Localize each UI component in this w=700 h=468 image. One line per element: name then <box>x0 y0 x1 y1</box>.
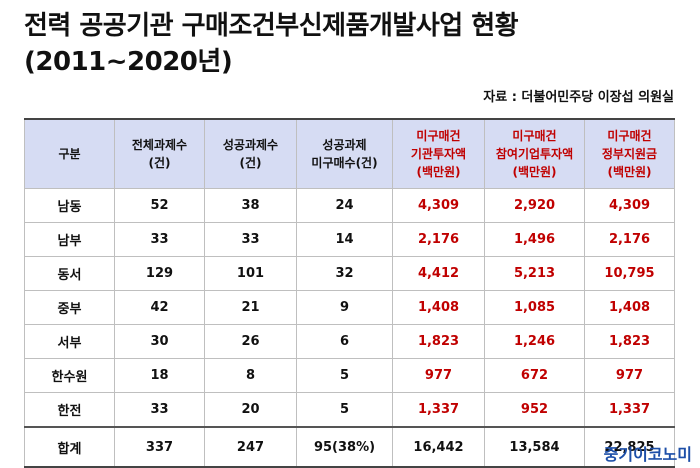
table-header-row: 구분 전체과제수 (건) 성공과제수 (건) 성공과제 미구매수(건) 미구매건 기관투… <box>24 118 675 189</box>
header-government-support: 미구매건 정부지원금 (백만원) <box>584 118 675 189</box>
table-cell: 38 <box>204 188 297 223</box>
table-cell: 1,408 <box>392 290 485 325</box>
table-cell: 247 <box>204 426 297 468</box>
table-cell: 2,920 <box>484 188 585 223</box>
table-cell: 101 <box>204 256 297 291</box>
table-cell: 129 <box>114 256 205 291</box>
watermark-logo: 중기이코노미 <box>603 445 692 464</box>
table-cell: 5,213 <box>484 256 585 291</box>
table-cell: 52 <box>114 188 205 223</box>
header-category: 구분 <box>24 118 115 189</box>
table-cell: 42 <box>114 290 205 325</box>
table-total-row: 합계 337 247 95(38%) 16,442 13,584 22,825 <box>24 426 675 468</box>
table-cell: 5 <box>296 358 393 393</box>
header-unpurchased-count: 성공과제 미구매수(건) <box>296 118 393 189</box>
table-cell: 1,246 <box>484 324 585 359</box>
table-cell: 977 <box>584 358 675 393</box>
table-cell: 9 <box>296 290 393 325</box>
table-cell: 1,408 <box>584 290 675 325</box>
table-cell: 672 <box>484 358 585 393</box>
table-cell: 1,496 <box>484 222 585 257</box>
table-cell: 20 <box>204 392 297 428</box>
row-label-cell: 서부 <box>24 324 115 359</box>
table-cell: 30 <box>114 324 205 359</box>
header-total-projects: 전체과제수 (건) <box>114 118 205 189</box>
table-cell: 1,823 <box>392 324 485 359</box>
table-cell: 33 <box>114 222 205 257</box>
table-body: 남동 52 38 24 4,309 2,920 4,309 남부 33 33 14 2,176 1,49… <box>24 188 675 468</box>
table-cell: 1,337 <box>584 392 675 428</box>
table-row: 서부 30 26 6 1,823 1,246 1,823 <box>24 324 675 359</box>
row-label-cell: 동서 <box>24 256 115 291</box>
table-row: 남부 33 33 14 2,176 1,496 2,176 <box>24 222 675 257</box>
table-cell: 2,176 <box>584 222 675 257</box>
table-cell: 1,823 <box>584 324 675 359</box>
table-cell: 4,309 <box>584 188 675 223</box>
table-cell: 2,176 <box>392 222 485 257</box>
table-cell: 5 <box>296 392 393 428</box>
row-label-cell: 한수원 <box>24 358 115 393</box>
table-cell: 33 <box>114 392 205 428</box>
table-cell: 10,795 <box>584 256 675 291</box>
table-row: 한전 33 20 5 1,337 952 1,337 <box>24 392 675 428</box>
table-cell: 26 <box>204 324 297 359</box>
table-cell: 1,337 <box>392 392 485 428</box>
table-cell: 952 <box>484 392 585 428</box>
table-cell: 977 <box>392 358 485 393</box>
table-cell: 4,412 <box>392 256 485 291</box>
table-cell: 337 <box>114 426 205 468</box>
header-company-investment: 미구매건 참여기업투자액 (백만원) <box>484 118 585 189</box>
table-cell: 13,584 <box>484 426 585 468</box>
row-label-cell: 남부 <box>24 222 115 257</box>
table-cell: 1,085 <box>484 290 585 325</box>
row-label-cell: 중부 <box>24 290 115 325</box>
header-successful-projects: 성공과제수 (건) <box>204 118 297 189</box>
table-cell: 6 <box>296 324 393 359</box>
table-row: 동서 129 101 32 4,412 5,213 10,795 <box>24 256 675 291</box>
row-label-cell: 한전 <box>24 392 115 428</box>
table-cell: 16,442 <box>392 426 485 468</box>
procurement-table: 구분 전체과제수 (건) 성공과제수 (건) 성공과제 미구매수(건) 미구매건 기관투… <box>24 118 675 468</box>
table-cell: 14 <box>296 222 393 257</box>
table-cell: 4,309 <box>392 188 485 223</box>
row-label-cell: 합계 <box>24 426 115 468</box>
table-cell: 21 <box>204 290 297 325</box>
table-cell: 8 <box>204 358 297 393</box>
table-row: 중부 42 21 9 1,408 1,085 1,408 <box>24 290 675 325</box>
title-line-2: (2011~2020년) <box>24 47 233 77</box>
table-cell: 24 <box>296 188 393 223</box>
table-cell: 22,825 <box>584 426 675 468</box>
table-row: 한수원 18 8 5 977 672 977 <box>24 358 675 393</box>
page-title: 전력 공공기관 구매조건부신제품개발사업 현황 (2011~2020년) <box>24 8 519 80</box>
source-note: 자료 : 더불어민주당 이장섭 의원실 <box>483 90 674 105</box>
table-row: 남동 52 38 24 4,309 2,920 4,309 <box>24 188 675 223</box>
table-cell: 33 <box>204 222 297 257</box>
title-line-1: 전력 공공기관 구매조건부신제품개발사업 현황 <box>24 11 519 41</box>
table-cell: 18 <box>114 358 205 393</box>
table-cell: 95(38%) <box>296 426 393 468</box>
header-agency-investment: 미구매건 기관투자액 (백만원) <box>392 118 485 189</box>
table-cell: 32 <box>296 256 393 291</box>
row-label-cell: 남동 <box>24 188 115 223</box>
